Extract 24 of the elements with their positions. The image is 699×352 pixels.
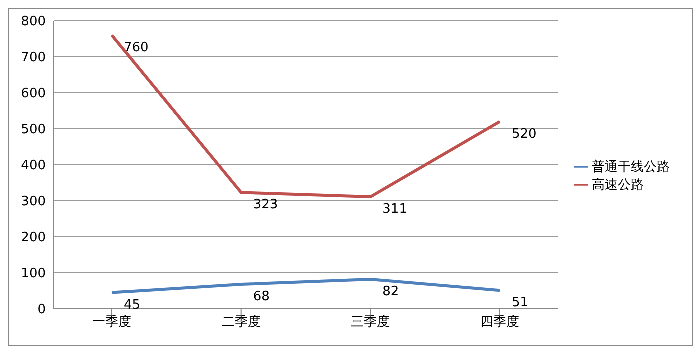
data-label: 45 xyxy=(124,298,141,313)
y-tick-label: 500 xyxy=(21,122,46,138)
y-tick-label: 0 xyxy=(38,302,46,318)
y-tick-label: 200 xyxy=(21,230,46,246)
x-tick-label: 一季度 xyxy=(92,314,132,330)
y-tick-label: 300 xyxy=(21,194,46,210)
y-tick-label: 700 xyxy=(21,50,46,66)
data-label: 82 xyxy=(382,284,400,300)
x-tick-label: 二季度 xyxy=(222,314,261,330)
x-tick-label: 三季度 xyxy=(351,314,390,330)
data-label: 323 xyxy=(253,198,278,213)
y-tick-label: 100 xyxy=(21,266,46,282)
x-tick-label: 四季度 xyxy=(480,314,520,330)
data-label: 51 xyxy=(512,296,529,311)
legend-label: 普通干线公路 xyxy=(592,160,670,175)
y-tick-label: 400 xyxy=(21,158,46,174)
y-tick-label: 800 xyxy=(21,14,46,30)
data-label: 520 xyxy=(512,126,537,142)
data-label: 311 xyxy=(382,202,408,218)
data-label: 760 xyxy=(124,40,149,56)
line-series xyxy=(110,34,502,199)
data-label: 68 xyxy=(253,290,270,305)
legend-label: 高速公路 xyxy=(592,178,644,193)
y-tick-label: 600 xyxy=(21,86,46,102)
